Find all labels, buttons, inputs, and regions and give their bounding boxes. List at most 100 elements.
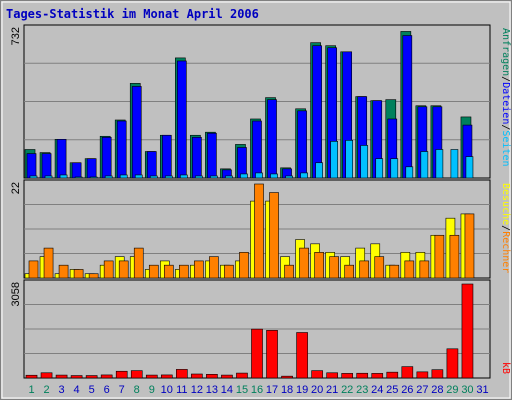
seiten-bar — [195, 175, 203, 179]
dateien-bar — [101, 136, 112, 179]
dateien-bar — [131, 86, 142, 179]
rechner-bar — [254, 183, 264, 279]
legend-item: Dateien — [500, 82, 511, 124]
kb-bar — [130, 370, 143, 379]
x-tick-label: 9 — [149, 384, 155, 396]
legend-item: Anfragen — [500, 28, 511, 76]
seiten-bar — [255, 172, 263, 179]
rechner-bar — [404, 260, 415, 279]
kb-bar — [341, 373, 354, 379]
dateien-bar — [146, 151, 157, 179]
x-tick-label: 20 — [311, 384, 323, 396]
x-tick-label: 5 — [89, 384, 95, 396]
kb-bar — [176, 369, 188, 379]
legend-item: / — [500, 124, 511, 130]
x-tick-label: 31 — [476, 384, 488, 396]
y-axis-max-label: 3058 — [10, 282, 22, 306]
kb-bar — [371, 373, 384, 379]
dateien-bar — [26, 153, 37, 179]
x-tick-label: 27 — [416, 384, 428, 396]
dateien-bar — [312, 45, 322, 179]
seiten-bar — [315, 162, 323, 179]
dateien-bar — [116, 120, 127, 179]
kb-bar — [85, 375, 98, 379]
seiten-bar — [270, 173, 278, 179]
seiten-bar — [210, 175, 218, 179]
seiten-bar — [89, 176, 98, 179]
kb-bar — [431, 369, 444, 379]
x-tick-label: 25 — [386, 384, 398, 396]
seiten-bar — [149, 175, 158, 179]
kb-bar — [191, 373, 203, 379]
seiten-bar — [435, 149, 444, 179]
kb-bar — [145, 374, 158, 379]
kb-bar — [416, 371, 429, 379]
x-tick-label: 7 — [119, 384, 125, 396]
dateien-bar — [252, 120, 262, 179]
rechner-bar — [389, 264, 400, 279]
seiten-bar — [420, 151, 429, 179]
seiten-bar — [164, 175, 173, 179]
seiten-bar — [59, 174, 68, 179]
kb-bar — [326, 372, 338, 379]
x-tick-label: 14 — [221, 384, 233, 396]
rechner-bar — [148, 264, 159, 279]
rechner-bar — [163, 264, 174, 279]
legend-panel3: kB — [500, 362, 511, 374]
rechner-bar — [284, 264, 294, 279]
kb-bar — [281, 375, 293, 379]
dateien-bar — [192, 136, 202, 179]
kb-panel: 3058 — [10, 279, 491, 379]
kb-bar — [401, 366, 414, 379]
dateien-bar — [177, 60, 187, 179]
seiten-bar — [44, 175, 53, 179]
kb-bar — [461, 283, 474, 379]
rechner-bar — [419, 260, 430, 279]
legend-item: Seiten — [500, 130, 511, 166]
kb-bar — [251, 328, 263, 379]
x-tick-label: 30 — [461, 384, 473, 396]
rechner-bar — [43, 247, 54, 279]
kb-bar — [266, 330, 278, 379]
rechner-bar — [194, 260, 204, 279]
x-tick-label: 29 — [446, 384, 458, 396]
x-axis-labels: 1 2 3 4 5 6 7 8 9 10 11 12 13 14 15 16 17 18 19 20 21 22 23 24 2… — [28, 384, 488, 396]
y-axis-max-label: 22 — [10, 182, 22, 194]
legend-item: / — [500, 76, 511, 82]
kb-bar — [55, 374, 68, 379]
kb-bar — [25, 374, 38, 379]
seiten-bar — [285, 175, 293, 179]
rechner-bar — [314, 252, 324, 279]
x-tick-label: 26 — [401, 384, 413, 396]
kb-bar — [160, 374, 173, 379]
x-tick-label: 24 — [371, 384, 383, 396]
seiten-bar — [29, 175, 38, 179]
rechner-bar — [434, 234, 445, 279]
kb-bar — [221, 374, 233, 379]
dateien-bar — [41, 153, 52, 179]
x-tick-label: 11 — [176, 384, 187, 396]
x-tick-label: 8 — [134, 384, 140, 396]
dateien-bar — [297, 110, 307, 179]
rechner-bar — [374, 256, 385, 279]
x-tick-label: 10 — [161, 384, 173, 396]
kb-bar — [356, 372, 369, 379]
seiten-bar — [104, 175, 113, 179]
x-tick-label: 16 — [251, 384, 263, 396]
kb-bar — [311, 370, 323, 379]
dateien-bar — [207, 132, 217, 179]
kb-bar — [100, 374, 113, 379]
x-tick-label: 3 — [59, 384, 65, 396]
x-tick-label: 22 — [341, 384, 353, 396]
kb-bar — [40, 372, 53, 379]
requests-panel: 732 — [10, 24, 491, 179]
legend-item: Rechner — [500, 231, 511, 273]
legend-item: Besuche — [500, 183, 511, 225]
x-tick-label: 15 — [236, 384, 248, 396]
legend-panel2: Besuche/Rechner — [500, 183, 511, 273]
dateien-bar — [71, 162, 82, 179]
x-tick-label: 23 — [356, 384, 368, 396]
